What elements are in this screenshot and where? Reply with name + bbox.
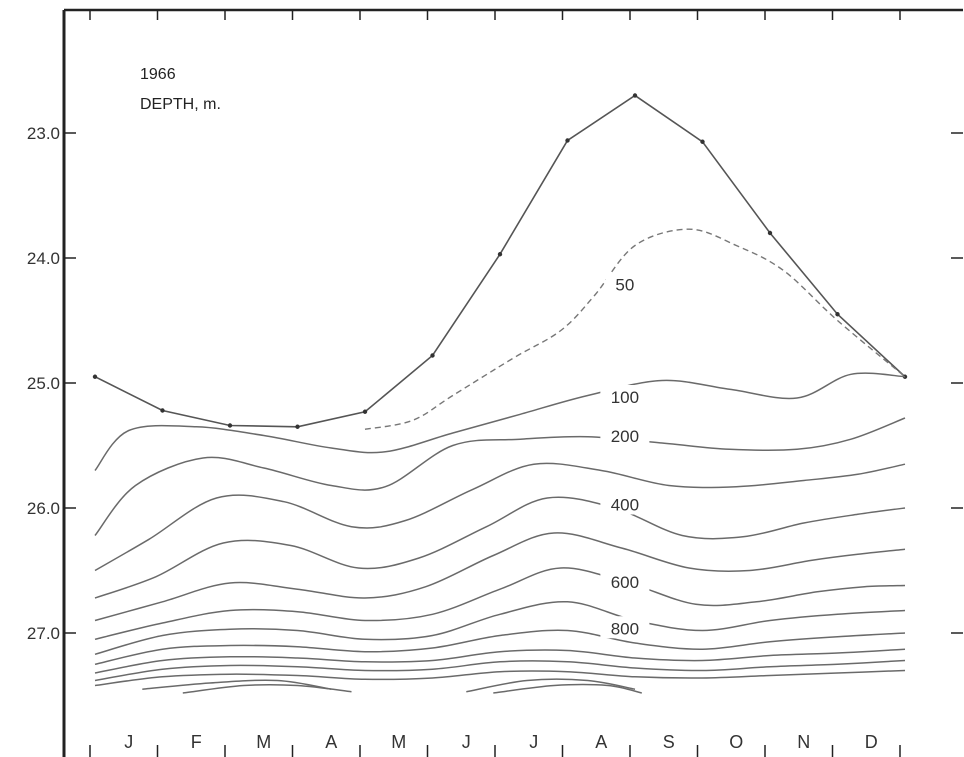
contour-line xyxy=(94,629,906,666)
contour-label-bg xyxy=(600,385,650,407)
surface-series-point xyxy=(835,312,840,317)
year-annotation: 1966 xyxy=(140,66,176,83)
surface-series-point xyxy=(160,408,165,413)
y-tick-label: 26.0 xyxy=(27,499,60,518)
surface-series-point xyxy=(767,230,773,236)
y-tick-label: 23.0 xyxy=(27,124,60,143)
surface-series-point xyxy=(430,353,435,358)
plot-frame xyxy=(62,8,963,757)
surface-series-point xyxy=(700,139,705,144)
surface-series-point xyxy=(295,424,300,429)
surface-series-point xyxy=(227,423,233,428)
surface-series-point xyxy=(497,252,503,257)
y-tick-labels: 23.0 24.0 25.0 26.0 27.0 xyxy=(27,124,60,643)
contour-line xyxy=(94,532,906,622)
x-tick-label: J xyxy=(529,732,538,752)
contour-labels: 50 100 200 400 600 800 xyxy=(600,272,650,639)
surface-series-point xyxy=(362,409,368,414)
x-tick-label: F xyxy=(191,732,202,752)
contour-label: 800 xyxy=(611,619,639,638)
contour-label: 600 xyxy=(611,573,639,592)
contour-line xyxy=(94,462,906,572)
x-tick-label: J xyxy=(124,732,133,752)
contour-line xyxy=(94,496,906,599)
contour-line xyxy=(94,669,906,687)
x-tick-label: M xyxy=(391,732,406,752)
contour-line xyxy=(94,567,906,641)
y-tick-label: 27.0 xyxy=(27,624,60,643)
contour-line xyxy=(94,372,906,471)
x-tick-label: A xyxy=(595,732,607,752)
x-tick-label: S xyxy=(663,732,675,752)
surface-series-point xyxy=(92,374,98,379)
contour-label: 100 xyxy=(611,388,639,407)
contour-label: 50 xyxy=(615,276,634,295)
contour-series xyxy=(92,93,908,694)
contour-label-bg xyxy=(600,616,650,639)
x-tick-label: A xyxy=(325,732,337,752)
contour-line xyxy=(94,659,906,682)
x-tick-label: O xyxy=(729,732,743,752)
contour-line-50-dashed xyxy=(364,228,906,430)
surface-series-point xyxy=(632,93,638,98)
axis-ticks xyxy=(64,10,963,757)
contour-line xyxy=(142,679,332,690)
contour-label-bg xyxy=(605,272,644,295)
contour-label: 200 xyxy=(611,427,639,446)
contour-line xyxy=(94,601,906,656)
depth-unit-annotation: DEPTH, m. xyxy=(140,96,221,113)
y-tick-label: 25.0 xyxy=(27,374,60,393)
contour-label: 400 xyxy=(611,496,639,515)
contour-label-bg xyxy=(600,492,650,515)
contour-line xyxy=(466,678,636,693)
contour-label-bg xyxy=(600,570,650,592)
contour-line xyxy=(94,648,906,674)
x-tick-label: D xyxy=(865,732,878,752)
x-tick-label: M xyxy=(256,732,271,752)
x-tick-label: J xyxy=(462,732,471,752)
surface-series-point xyxy=(902,374,908,379)
x-tick-label: N xyxy=(797,732,810,752)
contour-line xyxy=(182,683,352,694)
contour-line xyxy=(493,683,642,694)
surface-series-point xyxy=(565,138,570,143)
contour-line xyxy=(94,417,906,536)
y-tick-label: 24.0 xyxy=(27,249,60,268)
surface-series-line xyxy=(94,94,906,428)
annotations: 1966 DEPTH, m. xyxy=(140,66,221,113)
contour-label-bg xyxy=(600,423,650,446)
